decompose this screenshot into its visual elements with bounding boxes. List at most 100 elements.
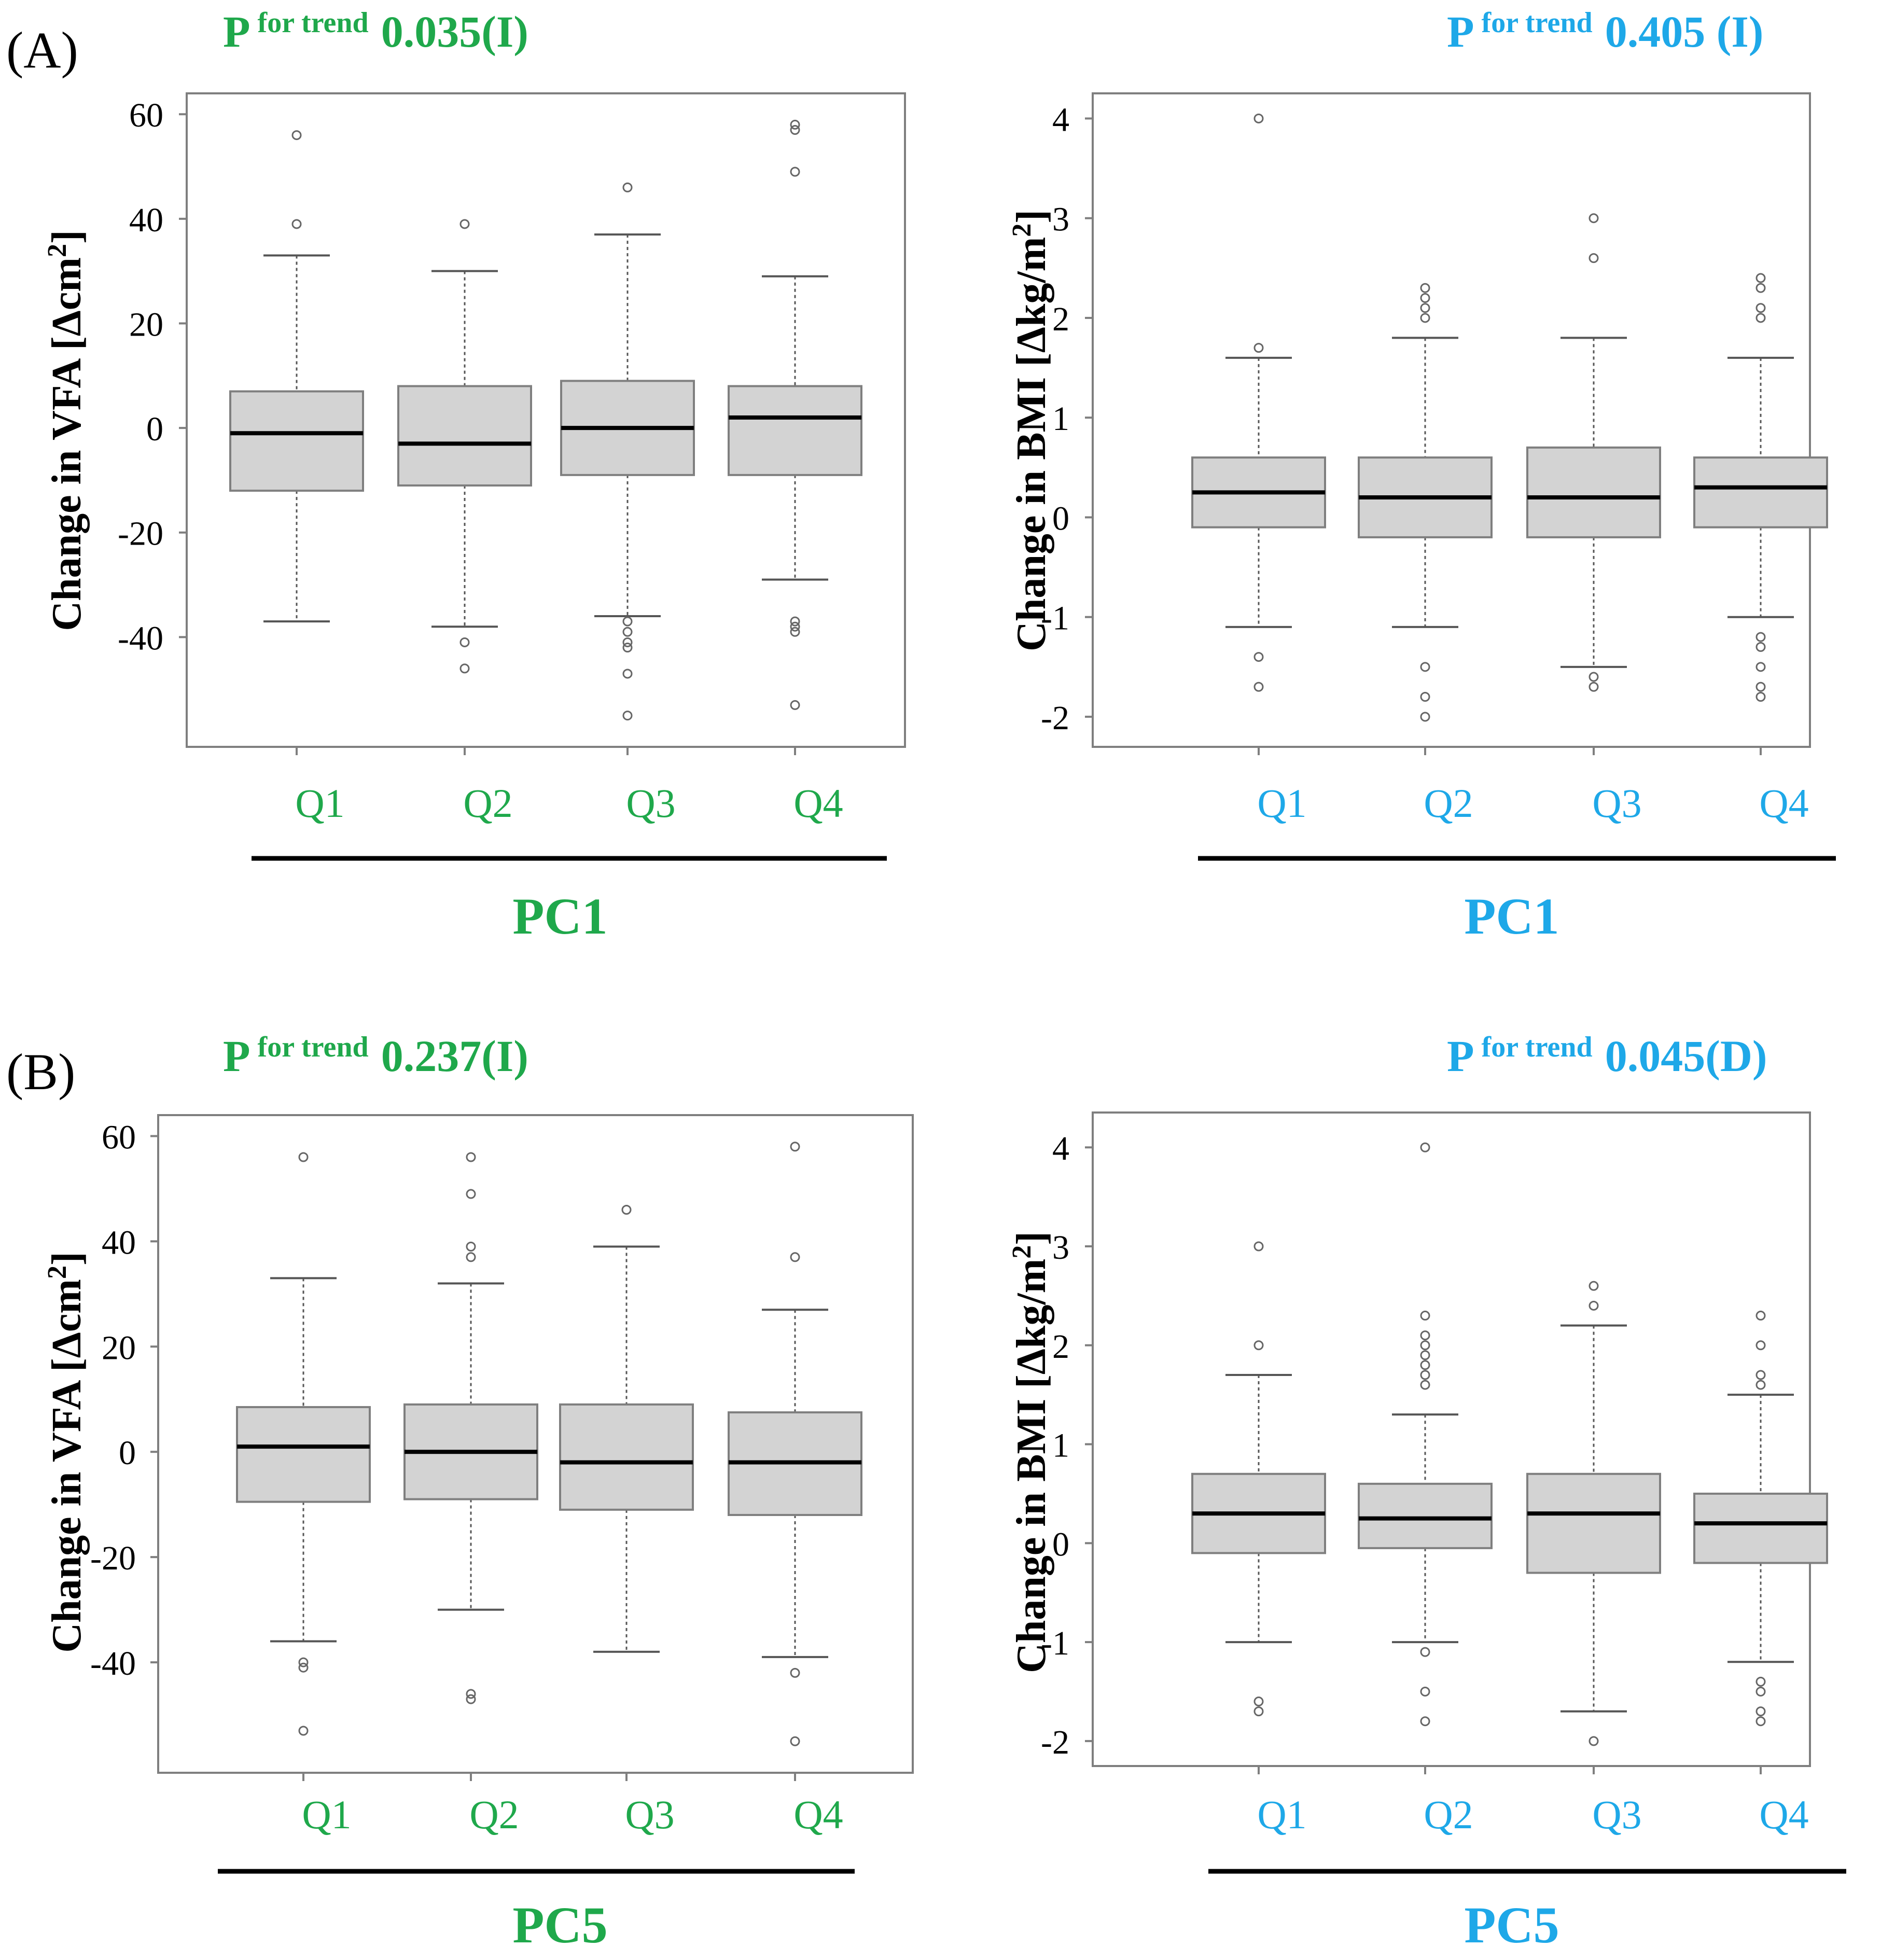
y-tick-label: 0 [1052,499,1069,537]
x-category-label-q4: Q4 [1759,781,1808,826]
group-label: PC1 [1464,887,1559,945]
p-prefix: P [1447,7,1474,57]
y-axis-label: Change in BMI [Δkg/m2] [1007,210,1055,651]
outlier-point [291,219,302,229]
x-category-label-q1: Q1 [1257,1792,1306,1837]
y-tick-label: -1 [1041,600,1069,637]
group-label: PC1 [512,887,607,945]
outlier-point [1755,682,1766,692]
x-category-label-q1: Q1 [302,1792,351,1837]
outlier-point [1589,682,1599,692]
outlier-point [1589,1281,1599,1291]
y-tick-label: 60 [102,1118,136,1156]
outlier-point [790,616,800,627]
y-tick-label: 0 [1052,1525,1069,1563]
chart-panel-1: -40 -20 0 20 40 60 Q1 Q2 Q3 Q4 Change in VFA [Δcm2… [6,7,906,945]
group-label: PC5 [1464,1896,1559,1954]
outlier-point [1420,1380,1430,1390]
interquartile-box [559,1403,694,1511]
outlier-point [622,669,633,679]
p-superscript: for trend [1482,7,1593,39]
y-tick-label: -40 [90,1645,136,1683]
box-q3 [1526,1281,1661,1746]
p-value: 0.045(D) [1605,1031,1767,1081]
box-q2 [1358,1142,1493,1727]
box-q1 [1191,1241,1326,1717]
x-category-label-q2: Q2 [463,781,512,826]
outlier-point [622,637,633,647]
outlier-point [1755,283,1766,293]
y-axis-label: Change in VFA [Δcm2] [43,230,90,631]
y-axis-label-superscript: 2 [1007,224,1037,237]
outlier-point [1755,1676,1766,1687]
y-axis-label: Change in VFA [Δcm2] [43,1252,90,1652]
outlier-point [1755,1706,1766,1717]
x-category-label-q2: Q2 [1424,1792,1473,1837]
outlier-point [291,130,302,141]
outlier-point [622,627,633,637]
y-tick-label: 0 [119,1434,136,1472]
interquartile-box [728,385,862,476]
y-tick-label: -20 [90,1539,136,1577]
y-tick-label: 1 [1052,400,1069,438]
outlier-point [790,1667,800,1678]
outlier-point [1253,1241,1264,1252]
outlier-point [1253,1697,1264,1707]
y-axis-label: Change in BMI [Δkg/m2] [1007,1231,1055,1673]
x-category-label-q3: Q3 [1592,1792,1641,1837]
outlier-point [1420,691,1430,702]
outlier-point [466,1152,476,1162]
y-tick-label: -20 [118,515,163,553]
p-prefix: P [223,1031,250,1081]
y-axis-label-main: Change in VFA [Δcm [44,1279,90,1653]
panel-label: (B) [6,1043,75,1101]
box-q2 [1358,283,1493,722]
outlier-point [790,1252,800,1262]
x-category-label-q4: Q4 [793,781,843,826]
outlier-point [1420,293,1430,303]
outlier-point [1755,1380,1766,1390]
outlier-point [1420,712,1430,722]
p-superscript: for trend [1482,1031,1593,1063]
outlier-point [1420,1360,1430,1370]
y-axis-label-main: Change in BMI [Δkg/m [1009,1259,1054,1673]
x-category-label-q1: Q1 [1257,781,1306,826]
y-axis-label-main: Change in VFA [Δcm [44,257,90,631]
box-q2 [403,1152,538,1704]
y-tick-label: -1 [1041,1624,1069,1662]
box-q3 [559,1204,694,1653]
p-superscript: for trend [258,7,369,39]
outlier-point [1420,1370,1430,1380]
outlier-point [298,1152,309,1162]
y-tick-label: 20 [129,305,163,343]
outlier-point [459,637,470,647]
outlier-point [622,643,633,653]
interquartile-box [1693,1492,1828,1564]
outlier-point [1420,1142,1430,1152]
x-category-label-q1: Q1 [295,781,344,826]
outlier-point [1420,1340,1430,1351]
outlier-point [1755,303,1766,313]
p-value: 0.035(I) [381,7,528,57]
outlier-point [1755,642,1766,652]
y-tick-label: 2 [1052,1328,1069,1366]
outlier-point [459,663,470,674]
interquartile-box [1526,1472,1661,1574]
y-tick-label: 4 [1052,101,1069,138]
y-tick-label: 0 [146,410,163,448]
outlier-point [1420,283,1430,293]
outlier-point [466,1694,476,1704]
box-q1 [1191,113,1326,692]
p-prefix: P [1447,1031,1474,1081]
outlier-point [622,711,633,721]
outlier-point [298,1726,309,1736]
outlier-point [1755,1311,1766,1321]
p-value: 0.405 (I) [1605,7,1764,57]
chart-panel-4: -2 -1 0 1 2 3 4 Q1 Q2 Q3 Q4 Change in BMI [Δkg/m2] P… [1007,1031,1846,1954]
outlier-point [790,1736,800,1746]
outlier-point [1589,1300,1599,1311]
